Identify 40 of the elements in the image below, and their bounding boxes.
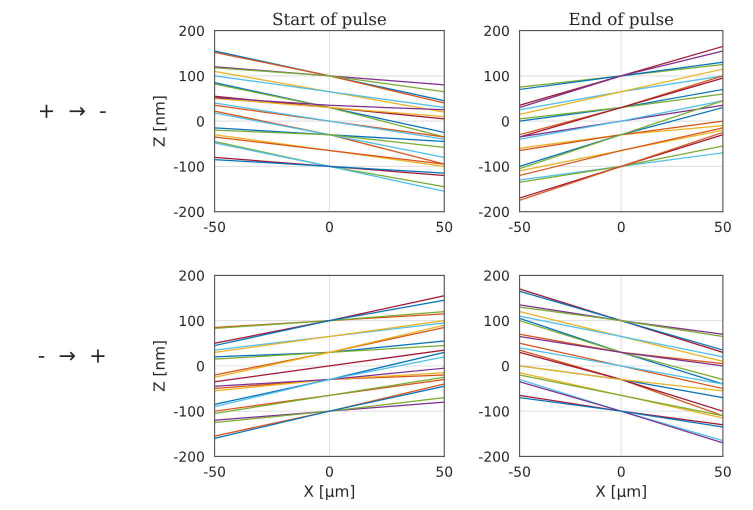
text: + → - (40, 104, 106, 118)
y-tick-label: 200 (484, 270, 509, 281)
x-tick-label: 0 (618, 466, 625, 477)
y-tick-label: -100 (479, 406, 509, 417)
y-tick-label: -200 (479, 206, 509, 218)
x-tick-label: 50 (436, 466, 452, 477)
y-tick-label: 100 (484, 316, 509, 326)
y-tick-label: 200 (484, 26, 509, 36)
x-tick-label: 50 (715, 222, 731, 232)
y-tick-label: 0 (196, 360, 204, 372)
y-tick-label: 100 (484, 70, 509, 82)
y-tick-label: 200 (179, 270, 204, 281)
x-tick-label: -50 (508, 466, 530, 477)
y-tick-label: -200 (174, 451, 204, 462)
y-tick-label: 100 (180, 316, 204, 326)
x-tick-label: -50 (204, 222, 226, 232)
x-tick-label: 0 (326, 466, 333, 477)
chart-title: Start of pulse (274, 12, 386, 29)
y-tick-label: 0 (502, 360, 509, 372)
y-tick-label: -200 (174, 206, 204, 218)
x-tick-label: -50 (204, 466, 226, 477)
y-tick-label: -100 (174, 161, 204, 172)
y-tick-label: -100 (479, 161, 509, 172)
y-tick-label: 100 (180, 70, 204, 82)
x-tick-label: 50 (715, 466, 731, 477)
chart-title: End of pulse (569, 12, 674, 29)
x-tick-label: 50 (436, 222, 452, 232)
x-axis-title: X [μm] (596, 485, 646, 500)
y-axis-title: Z [nm] (153, 96, 167, 146)
x-tick-label: 0 (326, 222, 333, 232)
y-tick-label: -100 (174, 406, 204, 417)
x-tick-label: -50 (508, 222, 530, 232)
y-tick-label: -200 (479, 451, 509, 462)
x-tick-label: 0 (618, 222, 625, 232)
y-tick-label: 200 (179, 26, 204, 36)
y-tick-label: 0 (196, 116, 204, 127)
text: - → + (38, 350, 104, 363)
x-axis-title: X [μm] (304, 485, 354, 500)
y-tick-label: 0 (502, 116, 509, 127)
y-axis-title: Z [nm] (153, 341, 167, 392)
